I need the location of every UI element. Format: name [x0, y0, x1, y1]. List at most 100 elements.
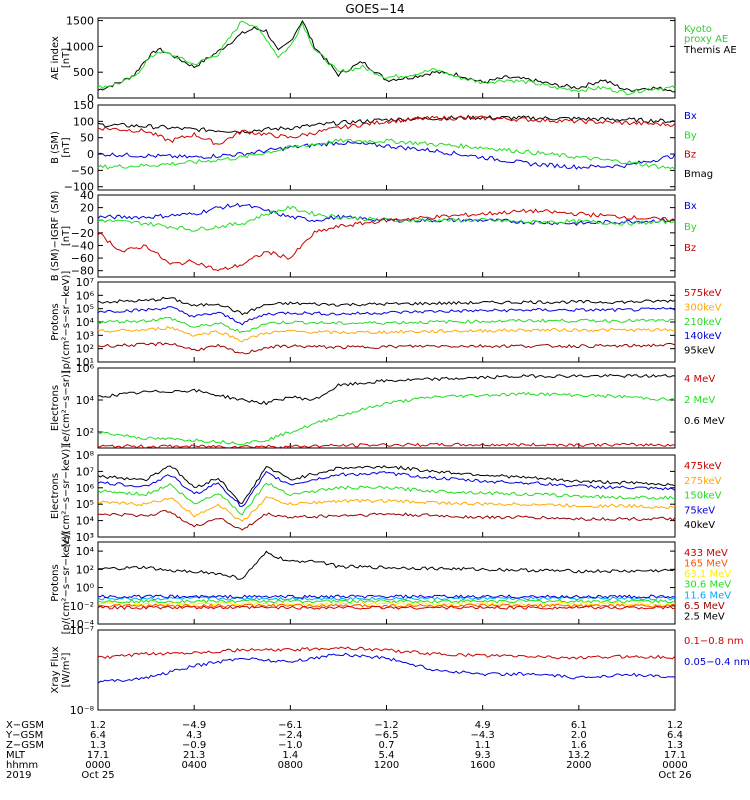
- y-tick-label: 10⁶: [76, 482, 95, 495]
- x-axis-value: 0.7: [379, 740, 395, 751]
- x-axis-row-label: X−GSM: [6, 720, 44, 731]
- y-tick-label: 500: [73, 66, 94, 79]
- y-tick-label: −100: [64, 181, 94, 194]
- y-tick-label: 10⁴: [76, 545, 95, 558]
- y-tick-label: 10⁶: [76, 289, 95, 302]
- y-tick-label: 10⁵: [76, 498, 94, 511]
- x-axis-value: 1.2: [667, 720, 683, 731]
- x-axis-row-label: 2019: [6, 770, 31, 781]
- series-line: [97, 20, 676, 96]
- y-tick-label: −40: [71, 239, 94, 252]
- x-axis-value: 0000: [85, 760, 110, 771]
- y-tick-label: 0: [87, 148, 94, 161]
- legend-label: 150keV: [684, 491, 722, 502]
- y-axis-label: B (SM)−IGRF (SM): [50, 191, 61, 282]
- x-axis-value: 1.6: [571, 740, 587, 751]
- panel-8: 10⁻⁸ 10⁻⁷ Xray Flux [W/m²] 0.1−0.8 nm 0.05−0.…: [50, 624, 750, 717]
- x-axis-row-label: Z−GSM: [6, 740, 44, 751]
- series-line: [97, 316, 676, 334]
- legend-label: 4 MeV: [684, 374, 715, 385]
- legend-label: 210keV: [684, 317, 722, 328]
- legend-label: 0.6 MeV: [684, 416, 725, 427]
- y-axis-label: Electrons: [50, 473, 61, 519]
- legend-label: Themis AE: [683, 45, 737, 56]
- x-axis-value: 1.3: [667, 740, 683, 751]
- series-line: [97, 465, 676, 504]
- y-axis-label: [W/m²]: [61, 652, 72, 687]
- series-line: [97, 598, 676, 604]
- legend-label: Kyoto: [684, 24, 712, 35]
- y-tick-label: 10⁻²: [70, 600, 94, 613]
- panel-frame: [97, 194, 676, 278]
- y-axis-label: [nT]: [61, 137, 72, 157]
- series-line: [97, 596, 676, 601]
- legend-label: 275keV: [684, 476, 722, 487]
- legend-label: 0.1−0.8 nm: [684, 636, 743, 647]
- x-axis-value: 1.2: [90, 720, 106, 731]
- x-axis-value: −2.4: [278, 730, 302, 741]
- panel-frame: [97, 541, 676, 625]
- y-axis-label: B (SM): [50, 131, 61, 164]
- y-tick-label: 10⁴: [76, 316, 95, 329]
- y-tick-label: 10⁻⁷: [70, 624, 94, 637]
- chart-title: GOES−14: [345, 2, 404, 16]
- x-axis-value: 17.1: [87, 750, 109, 761]
- series-line: [97, 652, 676, 684]
- y-axis-label: [e/(cm²−s−sr)]: [61, 370, 72, 446]
- x-axis-value: 0400: [181, 760, 206, 771]
- y-tick-label: 10⁵: [76, 303, 94, 316]
- series-line: [97, 482, 676, 516]
- y-tick-label: −50: [71, 164, 94, 177]
- series-line: [97, 19, 676, 93]
- series-line: [97, 342, 676, 355]
- y-tick-label: 10⁷: [76, 276, 94, 289]
- y-axis-label: Electrons: [50, 385, 61, 431]
- x-axis-value: −6.1: [278, 720, 302, 731]
- y-tick-label: 0: [87, 214, 94, 227]
- x-axis-value: Oct 25: [81, 770, 114, 781]
- y-tick-label: 10⁷: [76, 465, 94, 478]
- legend-label: proxy AE: [684, 34, 728, 45]
- legend-label: 300keV: [684, 302, 722, 313]
- y-tick-label: 20: [80, 202, 94, 215]
- y-tick-label: 1000: [66, 40, 94, 53]
- x-axis-value: 6.1: [571, 720, 587, 731]
- y-tick-label: 10⁴: [76, 515, 95, 528]
- y-tick-label: 10³: [76, 531, 94, 544]
- series-line: [97, 594, 676, 599]
- series-line: [97, 115, 676, 146]
- y-tick-label: 10³: [76, 329, 94, 342]
- y-tick-label: −80: [71, 265, 94, 278]
- y-axis-label: Xray Flux: [50, 646, 61, 693]
- y-tick-label: −20: [71, 227, 94, 240]
- panel-2: −100 −50 0 50 100 150 B (SM) [nT] Bx By Bz Bmag: [50, 99, 713, 194]
- legend-label: 575keV: [684, 288, 722, 299]
- legend-label: 140keV: [684, 331, 722, 342]
- x-axis-value: 21.3: [183, 750, 205, 761]
- legend-label: By: [684, 130, 697, 141]
- series-line: [97, 601, 676, 607]
- legend-label: Bx: [684, 201, 697, 212]
- legend-label: 2 MeV: [684, 395, 715, 406]
- series-line: [97, 442, 676, 449]
- legend-label: By: [684, 222, 697, 233]
- x-axis-value: −1.0: [278, 740, 302, 751]
- x-axis-row-label: MLT: [6, 750, 26, 761]
- y-tick-label: 10⁶: [76, 362, 95, 375]
- x-axis-value: −1.2: [374, 720, 398, 731]
- y-axis-label: [nT]: [61, 48, 72, 68]
- x-axis-value: −4.9: [182, 720, 206, 731]
- y-tick-label: 1500: [66, 15, 94, 28]
- x-axis-row-label: hhmm: [6, 760, 38, 771]
- series-line: [98, 509, 676, 531]
- x-axis-value: 9.3: [475, 750, 491, 761]
- panel-6: 10³ 10⁴ 10⁵ 10⁶ 10⁷ 10⁸ Electrons [e/(cm²−s−sr−…: [50, 445, 722, 548]
- x-axis-value: 1.3: [90, 740, 106, 751]
- x-axis-value: 6.4: [667, 730, 683, 741]
- x-axis-value: 4.3: [186, 730, 202, 741]
- y-tick-label: 100: [73, 115, 94, 128]
- legend-label: 475keV: [684, 461, 722, 472]
